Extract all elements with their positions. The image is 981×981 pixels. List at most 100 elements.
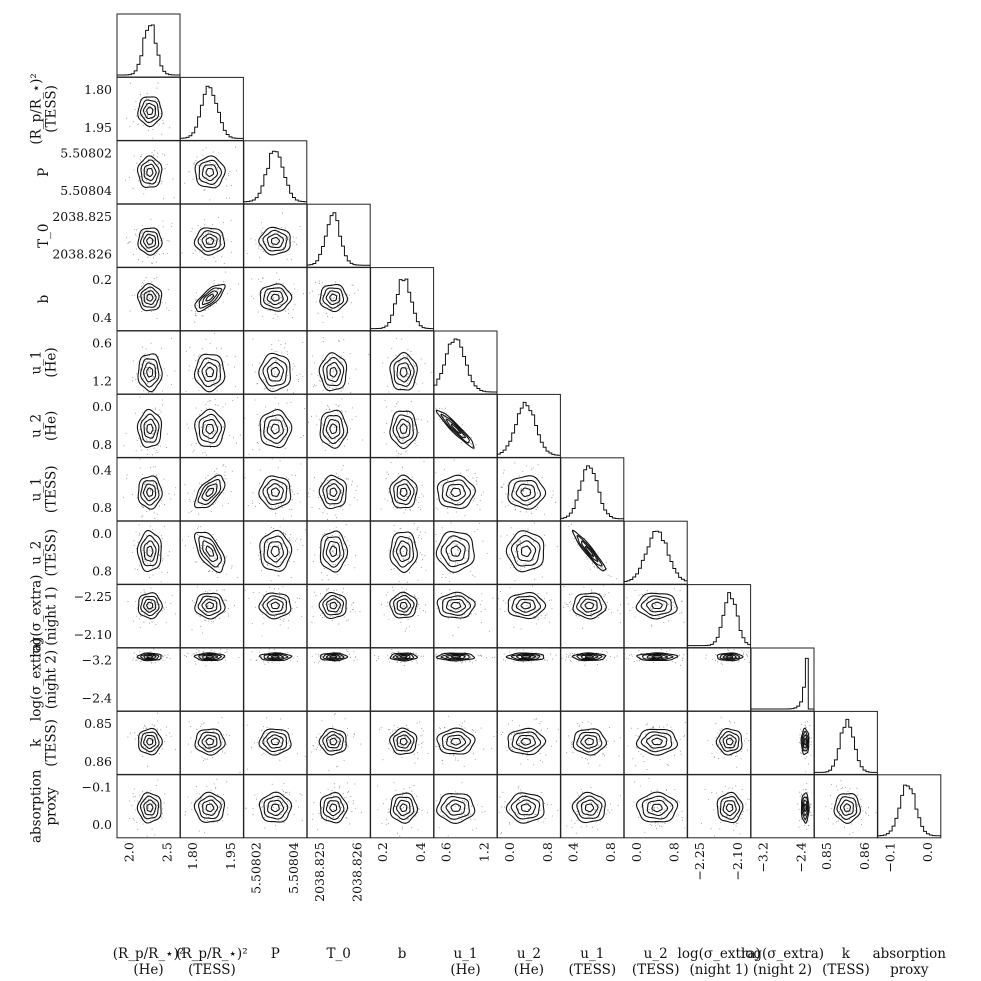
sample-point (728, 720, 731, 722)
sample-point (541, 477, 543, 479)
sample-point (215, 185, 217, 187)
sample-point (321, 655, 324, 657)
sample-point (301, 615, 303, 618)
sample-point (456, 544, 458, 546)
sample-point (155, 449, 157, 452)
contour-level (510, 653, 541, 661)
sample-point (217, 404, 219, 406)
sample-point (223, 492, 225, 494)
sample-point (226, 555, 228, 557)
sample-point (204, 748, 206, 750)
sample-point (201, 165, 203, 167)
sample-point (201, 723, 203, 725)
sample-point (463, 765, 465, 767)
sample-point (156, 491, 158, 493)
sample-point (290, 577, 292, 579)
sample-point (518, 725, 521, 727)
sample-point (148, 801, 150, 803)
sample-point (144, 591, 146, 593)
sample-point (268, 651, 270, 653)
sample-point (349, 656, 352, 659)
sample-point (214, 164, 216, 166)
sample-point (715, 736, 717, 738)
sample-point (148, 509, 151, 511)
sample-point (164, 168, 166, 170)
sample-point (332, 316, 334, 319)
sample-point (510, 563, 512, 565)
sample-point (212, 151, 215, 153)
sample-point (799, 737, 801, 739)
sample-point (449, 737, 451, 739)
sample-point (149, 438, 151, 440)
sample-point (326, 588, 328, 590)
sample-point (228, 197, 230, 199)
sample-point (388, 550, 390, 552)
sample-point (146, 434, 148, 436)
panel-frame (496, 393, 561, 458)
sample-point (214, 363, 216, 365)
sample-point (461, 424, 463, 426)
sample-point (597, 599, 599, 601)
sample-point (154, 749, 156, 752)
sample-point (144, 725, 146, 728)
sample-point (341, 411, 343, 413)
sample-point (655, 603, 657, 606)
contour-level (143, 290, 157, 305)
sample-point (597, 617, 599, 619)
sample-point (607, 601, 609, 604)
sample-point (535, 737, 537, 740)
panel-11-7 (560, 710, 625, 775)
sample-point (526, 465, 528, 467)
sample-point (202, 595, 204, 597)
scatter-points (251, 272, 305, 320)
sample-point (164, 302, 166, 304)
sample-point (280, 344, 282, 346)
sample-point (567, 604, 569, 606)
sample-point (645, 733, 647, 735)
sample-point (520, 628, 522, 630)
sample-point (223, 560, 225, 562)
sample-point (326, 404, 329, 406)
sample-point (204, 259, 206, 261)
sample-point (717, 661, 719, 663)
sample-point (154, 662, 156, 664)
sample-point (417, 501, 419, 503)
sample-point (422, 382, 424, 384)
sample-point (655, 591, 657, 593)
sample-point (619, 737, 621, 739)
sample-point (534, 618, 536, 620)
sample-point (258, 656, 260, 658)
sample-point (449, 556, 451, 558)
sample-point (199, 733, 201, 735)
sample-point (139, 105, 142, 107)
sample-point (197, 355, 199, 357)
sample-point (663, 603, 665, 605)
sample-point (517, 595, 519, 597)
sample-point (527, 759, 529, 761)
sample-point (650, 744, 652, 747)
sample-point (407, 349, 409, 351)
sample-point (570, 660, 572, 662)
sample-point (715, 654, 717, 656)
sample-point (479, 508, 481, 510)
contour-level (580, 734, 598, 749)
sample-point (441, 576, 443, 579)
sample-point (394, 660, 396, 662)
contour-level (139, 99, 160, 124)
sample-point (272, 736, 274, 738)
panel-9-9 (687, 584, 752, 649)
contour-level (576, 595, 603, 617)
contour-level (510, 534, 541, 567)
sample-point (276, 604, 279, 606)
sample-point (343, 445, 346, 447)
sample-point (289, 508, 291, 510)
histogram-step (751, 657, 814, 710)
sample-point (263, 752, 265, 754)
sample-point (506, 750, 508, 752)
sample-point (514, 732, 516, 734)
sample-point (324, 603, 326, 606)
sample-point (501, 501, 503, 503)
sample-point (810, 754, 812, 756)
sample-point (205, 236, 207, 238)
sample-point (218, 425, 220, 427)
